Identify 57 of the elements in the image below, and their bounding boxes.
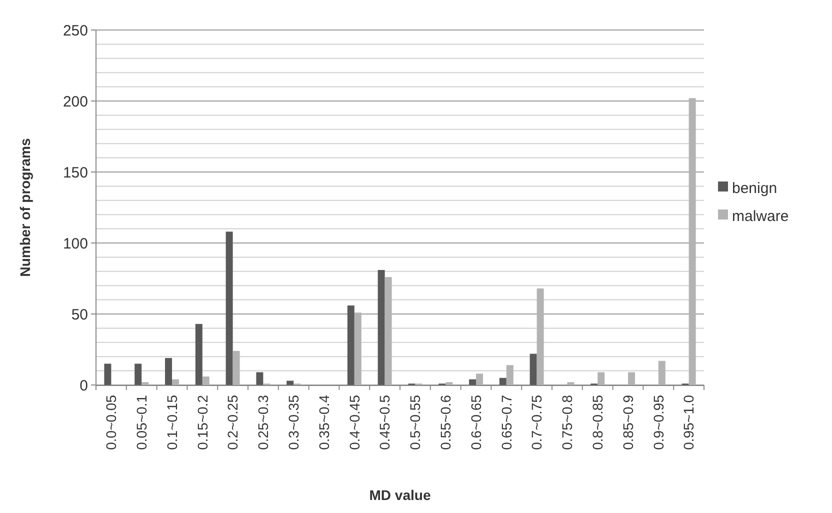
y-tick-label: 0 — [80, 377, 88, 394]
x-tick-label: 0.45~0.5 — [376, 394, 393, 450]
bar — [226, 232, 233, 385]
x-tick-label: 0.3~0.35 — [286, 394, 302, 450]
bar — [536, 288, 544, 385]
legend-label: benign — [732, 180, 778, 197]
x-tick-label: 0.85~0.9 — [620, 394, 636, 450]
y-tick-label: 100 — [62, 235, 88, 252]
bar — [506, 365, 514, 385]
x-tick-label: 0.65~0.7 — [498, 394, 514, 450]
bar — [286, 380, 294, 385]
bar — [598, 372, 605, 385]
bar — [499, 378, 506, 385]
x-tick-label: 0.05~0.1 — [134, 394, 150, 450]
x-tick-label: 0.25~0.3 — [255, 394, 272, 450]
bar — [446, 382, 453, 385]
x-tick-label: 0.6~0.65 — [468, 394, 484, 450]
bar — [530, 354, 537, 385]
y-tick-label: 250 — [62, 22, 88, 40]
bar — [172, 379, 179, 385]
x-tick-label: 0.9~0.95 — [650, 394, 666, 450]
bar — [476, 374, 483, 385]
bar — [384, 277, 392, 385]
bar — [195, 324, 202, 385]
bar — [202, 376, 210, 385]
bar — [104, 364, 112, 385]
x-tick-label: 0.8~0.85 — [590, 394, 606, 450]
x-tick-label: 0.15~0.2 — [194, 394, 210, 450]
x-tick-label: 0.55~0.6 — [438, 394, 454, 450]
y-tick-label: 200 — [62, 93, 88, 110]
bar — [165, 358, 172, 385]
y-tick-label: 150 — [62, 164, 88, 182]
bar — [347, 305, 354, 385]
bar — [658, 360, 666, 385]
y-axis-title: Number of programs — [17, 138, 33, 277]
x-tick-label: 0.0~0.05 — [103, 394, 120, 450]
bar — [354, 312, 362, 385]
bar — [378, 270, 385, 385]
x-tick-label: 0.35~0.4 — [316, 394, 332, 450]
x-tick-label: 0.1~0.15 — [164, 394, 180, 450]
x-tick-label: 0.5~0.55 — [407, 394, 424, 450]
bar — [134, 364, 142, 385]
x-tick-label: 0.95~1.0 — [680, 394, 697, 450]
x-axis-title: MD value — [369, 487, 431, 503]
x-tick-label: 0.2~0.25 — [224, 394, 241, 450]
bar — [142, 382, 149, 385]
bar — [469, 379, 476, 385]
x-tick-label: 0.7~0.75 — [528, 394, 545, 450]
y-tick-label: 50 — [71, 306, 88, 324]
bar — [688, 98, 696, 385]
x-tick-label: 0.4~0.45 — [346, 394, 362, 450]
bar — [256, 372, 264, 385]
bar — [628, 372, 635, 385]
x-tick-label: 0.75~0.8 — [559, 394, 576, 450]
bar — [232, 350, 240, 385]
legend-label: malware — [732, 208, 789, 225]
bar — [567, 382, 574, 385]
